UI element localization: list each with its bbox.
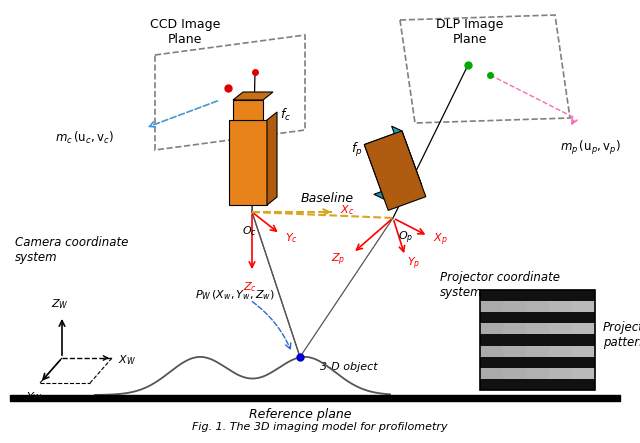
Bar bbox=[526, 323, 549, 334]
Text: Projected
pattern: Projected pattern bbox=[603, 321, 640, 349]
Text: $Y_c$: $Y_c$ bbox=[285, 231, 298, 245]
Bar bbox=[480, 301, 595, 312]
Bar bbox=[480, 357, 595, 368]
Bar bbox=[503, 301, 526, 312]
Bar bbox=[549, 368, 572, 379]
Bar bbox=[526, 368, 549, 379]
Polygon shape bbox=[392, 126, 422, 186]
Text: Projector coordinate
system: Projector coordinate system bbox=[440, 271, 560, 299]
Bar bbox=[480, 323, 503, 334]
Text: $O_p$: $O_p$ bbox=[398, 230, 413, 246]
Bar bbox=[480, 368, 503, 379]
Text: Fig. 1. The 3D imaging model for profilometry: Fig. 1. The 3D imaging model for profilo… bbox=[192, 422, 448, 432]
Bar bbox=[526, 301, 549, 312]
Bar bbox=[480, 379, 595, 390]
Text: $Z_p$: $Z_p$ bbox=[331, 252, 345, 268]
Text: $Y_p$: $Y_p$ bbox=[407, 256, 420, 272]
Bar bbox=[572, 301, 595, 312]
Text: Reference plane: Reference plane bbox=[249, 408, 351, 421]
Polygon shape bbox=[233, 92, 273, 100]
Polygon shape bbox=[229, 120, 267, 205]
Bar bbox=[480, 323, 595, 334]
Polygon shape bbox=[233, 100, 263, 120]
Bar bbox=[503, 323, 526, 334]
Text: $O_c$: $O_c$ bbox=[241, 224, 257, 238]
Text: $P_W\,(X_w,Y_w,Z_w)$: $P_W\,(X_w,Y_w,Z_w)$ bbox=[195, 288, 275, 302]
Bar bbox=[480, 290, 595, 390]
Text: Camera coordinate
system: Camera coordinate system bbox=[15, 236, 129, 264]
Text: Baseline: Baseline bbox=[300, 192, 353, 205]
Bar bbox=[503, 368, 526, 379]
Bar bbox=[480, 346, 503, 357]
Text: $Z_W$: $Z_W$ bbox=[51, 297, 69, 311]
Polygon shape bbox=[374, 181, 422, 199]
Bar bbox=[549, 323, 572, 334]
Text: $X_W$: $X_W$ bbox=[118, 353, 136, 367]
Polygon shape bbox=[267, 112, 277, 205]
Text: $f_c$: $f_c$ bbox=[280, 107, 291, 123]
Bar bbox=[549, 301, 572, 312]
Bar bbox=[549, 346, 572, 357]
Bar bbox=[526, 346, 549, 357]
Bar bbox=[480, 290, 595, 301]
Text: $Y_W$: $Y_W$ bbox=[26, 390, 42, 404]
Bar bbox=[480, 368, 595, 379]
Text: $X_c$: $X_c$ bbox=[340, 203, 355, 217]
Bar bbox=[480, 346, 595, 357]
Text: $f_p$: $f_p$ bbox=[351, 141, 363, 159]
Text: $Z_c$: $Z_c$ bbox=[243, 280, 257, 294]
Polygon shape bbox=[364, 131, 422, 199]
Bar bbox=[572, 323, 595, 334]
Bar bbox=[480, 312, 595, 323]
Text: CCD Image
Plane: CCD Image Plane bbox=[150, 18, 220, 46]
Text: $X_p$: $X_p$ bbox=[433, 232, 447, 248]
Bar bbox=[572, 346, 595, 357]
Text: $m_p\,({\rm u}_p,{\rm v}_p)$: $m_p\,({\rm u}_p,{\rm v}_p)$ bbox=[560, 139, 621, 157]
Text: $m_c\,({\rm u}_c,{\rm v}_c)$: $m_c\,({\rm u}_c,{\rm v}_c)$ bbox=[55, 130, 114, 146]
Polygon shape bbox=[364, 131, 426, 210]
Text: 3-D object: 3-D object bbox=[320, 362, 378, 372]
Bar bbox=[572, 368, 595, 379]
Bar bbox=[480, 334, 595, 346]
Bar bbox=[503, 346, 526, 357]
Bar bbox=[480, 301, 503, 312]
Text: DLP Image
Plane: DLP Image Plane bbox=[436, 18, 504, 46]
